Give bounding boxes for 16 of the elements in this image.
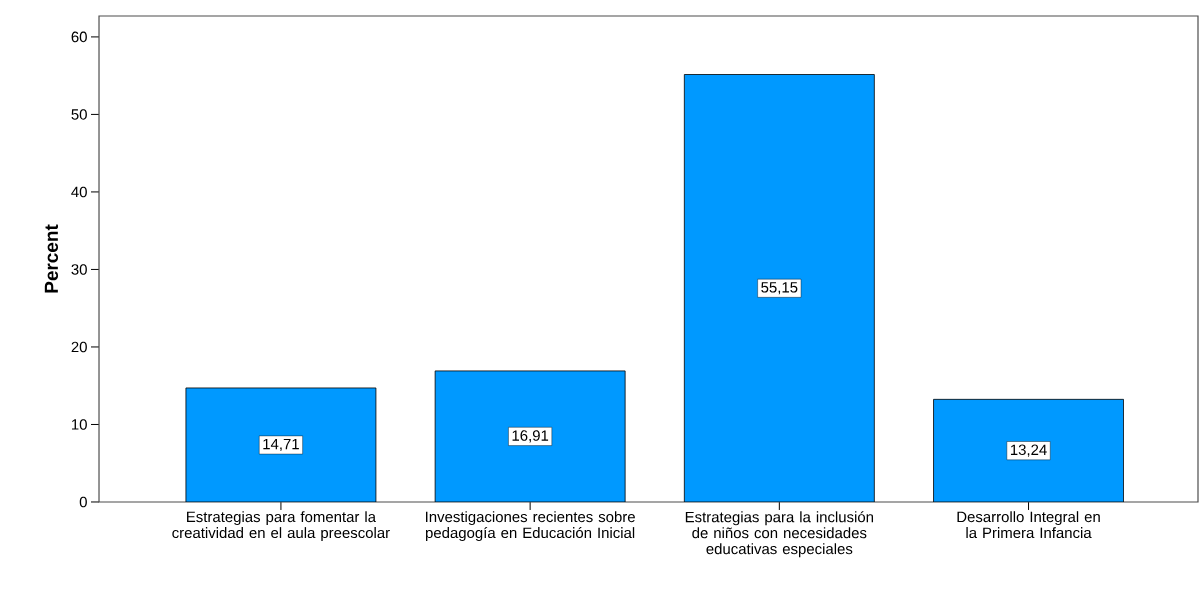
y-tick-label: 20: [71, 341, 87, 353]
x-tick-label: Estrategias para fomentar la creatividad en el aula preescolar: [172, 511, 390, 542]
data-label: 55,15: [761, 282, 798, 295]
y-tick-label: 60: [71, 31, 87, 43]
x-tick-label: Investigaciones recientes sobre pedagogía en Educación Inicial: [426, 511, 635, 542]
y-tick-label: 0: [79, 496, 87, 508]
data-label: 14,71: [263, 438, 299, 452]
data-label: 13,24: [1010, 444, 1047, 457]
x-tick-label: Estrategias para la inclusión de niños con necesidades educativas especiales: [685, 511, 874, 558]
y-axis-title: Percent: [44, 224, 59, 293]
y-tick-label: 10: [72, 419, 87, 430]
x-tick-label: Desarrollo Integral en la Primera Infancia: [957, 511, 1100, 539]
y-tick-label: 50: [71, 109, 87, 120]
data-label: 16,91: [512, 430, 549, 443]
y-tick-label: 30: [71, 264, 87, 275]
y-tick-label: 40: [71, 186, 87, 198]
